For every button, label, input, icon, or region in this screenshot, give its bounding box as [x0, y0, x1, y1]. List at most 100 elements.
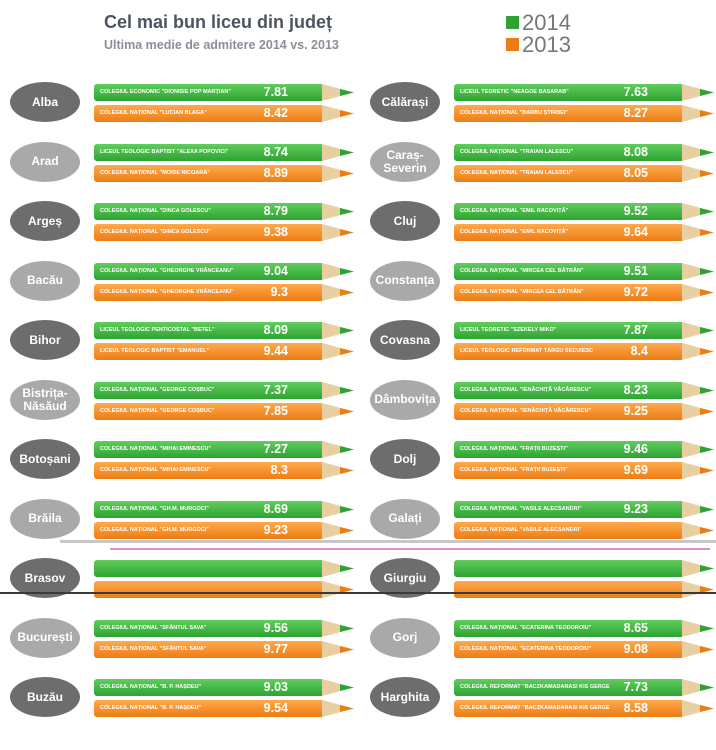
pencil-lead: [340, 467, 354, 474]
pencil-lead: [340, 229, 354, 236]
value-label: 9.08: [623, 641, 648, 656]
pencil-lead: [340, 407, 354, 415]
school-name: COLEGIUL NAȚIONAL "GHEORGHE VRĂNCEANU": [100, 267, 234, 274]
pencil-body: LICEUL TEORETIC "SZEKELY MIKO" 7.87: [454, 322, 682, 339]
school-name: COLEGIUL NAȚIONAL "DINCA GOLESCU": [100, 208, 211, 214]
value-label: 8.65: [623, 620, 648, 635]
pencil-wood: [682, 322, 708, 339]
pencil-tip: [682, 581, 714, 598]
pencil-bar-2014: COLEGIUL NAȚIONAL "GH.M. MURGOCI" 8.69: [94, 500, 354, 518]
pencil-tip: [322, 203, 354, 220]
pencil-bar-2014: COLEGIUL REFORMAT "BACZKAMADARASI KIS GE…: [454, 679, 714, 696]
pencil-tip: [322, 619, 354, 637]
pencil-bar-2013: COLEGIUL NAȚIONAL "MIHAI EMINESCU" 8.3: [94, 462, 354, 479]
county-label: Caraș-Severin: [370, 141, 440, 182]
pencil-body: COLEGIUL NAȚIONAL "GHEORGHE VRĂNCEANU" 9.…: [94, 283, 322, 301]
pencil-body: COLEGIUL NAȚIONAL "B. P. HAȘDEU" 9.03: [94, 679, 322, 696]
pencil-lead: [700, 586, 714, 593]
school-name: COLEGIUL NAȚIONAL "FRAȚII BUZEȘTI": [460, 467, 568, 473]
value-label: 9.46: [623, 442, 648, 456]
pencil-tip: [682, 164, 714, 182]
school-name: LICEUL TEOLOGIC BAPTIST "EMANUEL": [100, 348, 210, 354]
pencil-bar-2014: COLEGIUL ECONOMIC "DIONISIE POP MARȚIAN"…: [94, 84, 354, 101]
pencil-body: COLEGIUL NAȚIONAL "IENĂCHIȚĂ VĂCĂRESCU" 8…: [454, 381, 682, 399]
pencil-bar-2014: COLEGIUL NAȚIONAL "SFÂNTUL SAVA" 9.56: [94, 619, 354, 637]
pencil-body: COLEGIUL NAȚIONAL "DINCA GOLESCU" 9.38: [94, 224, 322, 241]
pencil-bar-2013: COLEGIUL NAȚIONAL "FRAȚII BUZEȘTI" 9.69: [454, 462, 714, 479]
pencil-bar-2014: COLEGIUL NAȚIONAL "ECATERINA TEODOROIU" 8…: [454, 619, 714, 637]
county-label: Buzău: [10, 677, 80, 717]
pencil-wood: [322, 164, 348, 182]
pencil-tip: [682, 700, 714, 717]
pencil-bar-2014: COLEGIUL NAȚIONAL "B. P. HAȘDEU" 9.03: [94, 679, 354, 696]
pencil-wood: [322, 441, 348, 458]
pencil-tip: [682, 619, 714, 637]
pencil-tip: [682, 322, 714, 339]
pencil-body: COLEGIUL NAȚIONAL "GHEORGHE VRĂNCEANU" 9.…: [94, 262, 322, 280]
pencil-body: LICEUL TEOLOGIC BAPTIST "EMANUEL" 9.44: [94, 343, 322, 360]
pencil-bar-2013: LICEUL TEOLOGIC REFORMAT TÂRGU SECUIESC 8…: [454, 343, 714, 360]
pencil-tip: [682, 105, 714, 122]
pencil-body: [94, 560, 322, 577]
pencil-body: COLEGIUL NAȚIONAL "GH.M. MURGOCI" 8.69: [94, 500, 322, 518]
pencil-body: COLEGIUL NAȚIONAL "TRAIAN LALESCU" 8.05: [454, 164, 682, 182]
pencil-tip: [322, 262, 354, 280]
value-label: 9.52: [623, 204, 648, 218]
pencil-lead: [700, 229, 714, 236]
pencil-lead: [340, 645, 354, 653]
pencil-lead: [700, 684, 714, 691]
pencil-wood: [682, 203, 708, 220]
school-name: COLEGIUL NAȚIONAL "DINCA GOLESCU": [100, 229, 211, 235]
pencil-bar-2014: [94, 560, 354, 577]
value-label: 8.05: [623, 165, 648, 180]
pencil-tip: [682, 224, 714, 241]
pencil-tip: [322, 581, 354, 598]
legend-label-2014: 2014: [522, 10, 571, 35]
value-label: 9.72: [623, 284, 648, 299]
pencil-wood: [322, 203, 348, 220]
pencil-lead: [340, 267, 354, 275]
county-row: Dâmbovița COLEGIUL NAȚIONAL "IENĂCHIȚĂ VĂ…: [370, 376, 714, 426]
pencil-wood: [322, 700, 348, 717]
value-label: 9.64: [623, 225, 648, 239]
pencil-bar-2014: LICEUL TEORETIC "SZEKELY MIKO" 7.87: [454, 322, 714, 339]
pencil-wood: [322, 619, 348, 637]
pencil-wood: [682, 619, 708, 637]
chart-subtitle: Ultima medie de admitere 2014 vs. 2013: [104, 38, 339, 52]
pencil-wood: [682, 143, 708, 161]
county-row: Brăila COLEGIUL NAȚIONAL "GH.M. MURGOCI" 8…: [10, 495, 354, 545]
pencil-wood: [682, 262, 708, 280]
value-label: 7.87: [623, 323, 648, 337]
pencil-tip: [682, 560, 714, 577]
pencil-body: COLEGIUL NAȚIONAL "FRAȚII BUZEȘTI" 9.69: [454, 462, 682, 479]
school-name: COLEGIUL NAȚIONAL "VASILE ALECSANDRI": [460, 526, 582, 533]
pencil-lead: [700, 446, 714, 453]
pencil-lead: [340, 505, 354, 513]
pencil-tip: [322, 521, 354, 539]
pencil-tip: [322, 105, 354, 122]
school-name: COLEGIUL NAȚIONAL "MIHAI EMINESCU": [100, 467, 212, 473]
value-label: 9.3: [270, 284, 288, 299]
pencil-bar-2013: COLEGIUL NAȚIONAL "SFÂNTUL SAVA" 9.77: [94, 640, 354, 658]
legend-swatch-2013: [506, 38, 519, 51]
county-label: Cluj: [370, 201, 440, 241]
pencil-body: COLEGIUL NAȚIONAL "BARBU ȘTIRBEI" 8.27: [454, 105, 682, 122]
pencil-body: COLEGIUL NAȚIONAL "MIRCEA CEL BĂTRÂN" 9.7…: [454, 283, 682, 301]
pencil-lead: [700, 505, 714, 513]
chart-title: Cel mai bun liceu din județ: [104, 12, 333, 32]
value-label: 8.42: [263, 106, 288, 120]
pencil-bar-2014: LICEUL TEORETIC "NEAGOE BASARAB" 7.63: [454, 84, 714, 101]
value-label: 9.23: [263, 522, 288, 537]
school-name: LICEUL TEORETIC "NEAGOE BASARAB": [460, 89, 569, 95]
county-row: Caraș-Severin COLEGIUL NAȚIONAL "TRAIAN L…: [370, 138, 714, 188]
pencil-lead: [700, 110, 714, 117]
pencil-lead: [700, 208, 714, 215]
school-name: COLEGIUL REFORMAT "BACZKAMADARASI KIS GE…: [460, 684, 610, 690]
pencil-lead: [700, 267, 714, 275]
school-name: COLEGIUL NAȚIONAL "ECATERINA TEODOROIU": [460, 624, 592, 631]
pencil-tip: [322, 462, 354, 479]
legend-label-2013: 2013: [522, 32, 571, 57]
pencil-tip: [682, 381, 714, 399]
school-name: COLEGIUL NAȚIONAL "MIHAI EMINESCU": [100, 446, 212, 452]
value-label: 7.63: [623, 85, 648, 99]
